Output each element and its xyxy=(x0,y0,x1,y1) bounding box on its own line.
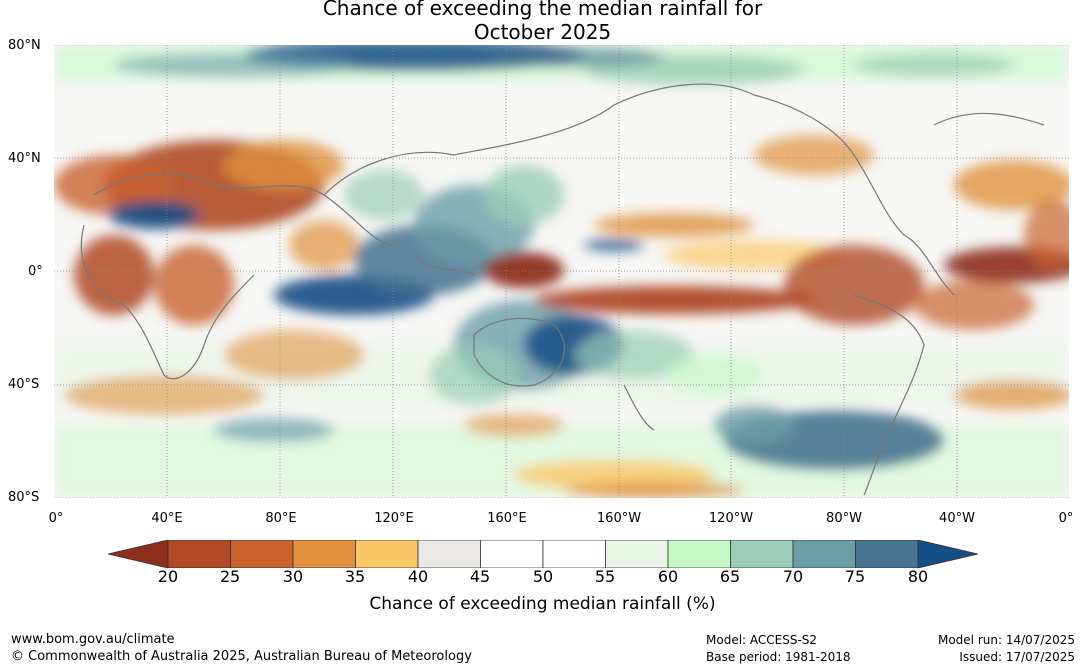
colorbar-tick-75: 75 xyxy=(844,567,866,586)
lon-label-120w: 120°W xyxy=(708,511,754,526)
lon-label-40e: 40°E xyxy=(151,511,183,526)
title-line-1: Chance of exceeding the median rainfall … xyxy=(322,0,763,20)
lat-label-40s: 40°S xyxy=(8,377,40,392)
lon-label-0-left: 0° xyxy=(48,511,64,526)
rainfall-probability-map xyxy=(54,45,1069,498)
colorbar xyxy=(108,540,978,568)
gridlines xyxy=(54,45,1069,498)
colorbar-tick-35: 35 xyxy=(344,567,366,586)
colorbar-tick-80: 80 xyxy=(907,567,929,586)
lat-label-40n: 40°N xyxy=(8,151,41,166)
lon-label-120e: 120°E xyxy=(374,511,414,526)
colorbar-tick-20: 20 xyxy=(157,567,179,586)
colorbar-tick-45: 45 xyxy=(469,567,491,586)
lon-label-40w: 40°W xyxy=(939,511,975,526)
issued-date: Issued: 17/07/2025 xyxy=(959,650,1075,664)
title-line-2: October 2025 xyxy=(473,20,612,44)
lon-label-80e: 80°E xyxy=(265,511,297,526)
lat-label-80s: 80°S xyxy=(8,490,40,505)
lon-label-0-right: 0° xyxy=(1058,511,1074,526)
website-link[interactable]: www.bom.gov.au/climate xyxy=(11,632,175,647)
probability-field xyxy=(54,45,1069,498)
colorbar-bins xyxy=(167,540,919,568)
lon-label-160e: 160°E xyxy=(487,511,527,526)
lat-label-80n: 80°N xyxy=(8,38,41,53)
colorbar-tick-25: 25 xyxy=(219,567,241,586)
colorbar-tick-60: 60 xyxy=(657,567,679,586)
colorbar-lower-arrow xyxy=(108,540,169,568)
footer-dates: Model run: 14/07/2025 Issued: 17/07/2025 xyxy=(938,632,1075,666)
lon-label-80w: 80°W xyxy=(826,511,862,526)
footer-left: www.bom.gov.au/climate © Commonwealth of… xyxy=(11,631,472,665)
model-run-date: Model run: 14/07/2025 xyxy=(937,633,1075,647)
colorbar-tick-70: 70 xyxy=(782,567,804,586)
copyright-text: © Commonwealth of Australia 2025, Austra… xyxy=(11,649,472,664)
colorbar-upper-arrow xyxy=(917,540,978,568)
colorbar-tick-30: 30 xyxy=(282,567,304,586)
coastlines xyxy=(80,83,1045,496)
colorbar-label: Chance of exceeding median rainfall (%) xyxy=(369,594,716,614)
lat-label-0: 0° xyxy=(28,264,43,279)
chart-title: Chance of exceeding the median rainfall … xyxy=(0,0,1085,44)
colorbar-tick-65: 65 xyxy=(719,567,741,586)
colorbar-tick-55: 55 xyxy=(594,567,616,586)
lon-label-160w: 160°W xyxy=(596,511,642,526)
colorbar-tick-50: 50 xyxy=(532,567,554,586)
colorbar-tick-40: 40 xyxy=(407,567,429,586)
model-name: Model: ACCESS-S2 xyxy=(706,633,818,647)
base-period: Base period: 1981-2018 xyxy=(706,650,851,664)
footer-model-info: Model: ACCESS-S2 Base period: 1981-2018 xyxy=(706,632,851,666)
